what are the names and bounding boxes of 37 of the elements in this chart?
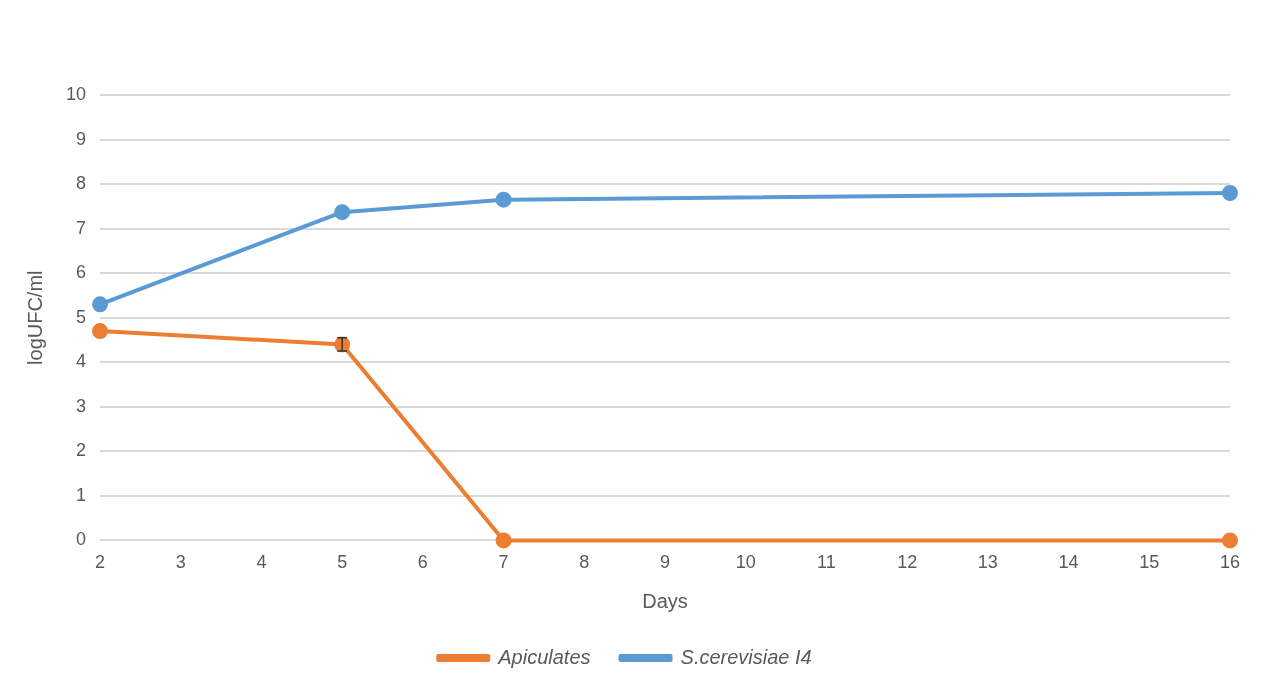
y-tick-label: 4 (76, 351, 87, 372)
y-tick-label: 10 (65, 83, 87, 104)
x-tick-label: 9 (660, 552, 671, 573)
point (495, 532, 512, 549)
y-tick-label: 2 (76, 440, 87, 461)
legend-label: Apiculates (497, 645, 591, 668)
y-tick-label: 6 (76, 262, 87, 283)
x-tick-label: 2 (95, 552, 106, 573)
x-tick-label: 15 (1139, 552, 1160, 573)
x-tick-label: 3 (175, 552, 186, 573)
x-tick-label: 10 (735, 552, 756, 573)
point (1222, 532, 1238, 549)
x-tick-label: 8 (579, 552, 590, 573)
x-tick-label: 6 (417, 552, 428, 573)
x-tick-label: 4 (256, 552, 267, 573)
y-tick-label: 9 (76, 128, 87, 149)
x-tick-label: 12 (897, 552, 918, 573)
y-tick-label: 1 (76, 484, 87, 505)
y-tick-label: 5 (76, 306, 87, 327)
x-tick-label: 13 (977, 552, 998, 573)
point (1222, 184, 1238, 201)
y-tick-label: 0 (76, 529, 87, 550)
x-tick-label: 11 (817, 552, 836, 573)
y-tick-label: 3 (76, 395, 87, 416)
point (495, 191, 512, 208)
y-axis-title: logUFC/ml (23, 270, 46, 365)
x-tick-label: 7 (498, 552, 509, 573)
x-axis-title: Days (642, 589, 688, 612)
x-tick-label: 16 (1219, 552, 1241, 573)
x-tick-label: 5 (337, 552, 348, 573)
legend-label: S.cerevisiae I4 (680, 645, 812, 668)
x-tick-label: 14 (1058, 552, 1079, 573)
y-tick-label: 8 (76, 173, 87, 194)
point (334, 204, 351, 221)
y-tick-label: 7 (76, 217, 87, 238)
point (92, 323, 109, 340)
point (92, 296, 109, 313)
